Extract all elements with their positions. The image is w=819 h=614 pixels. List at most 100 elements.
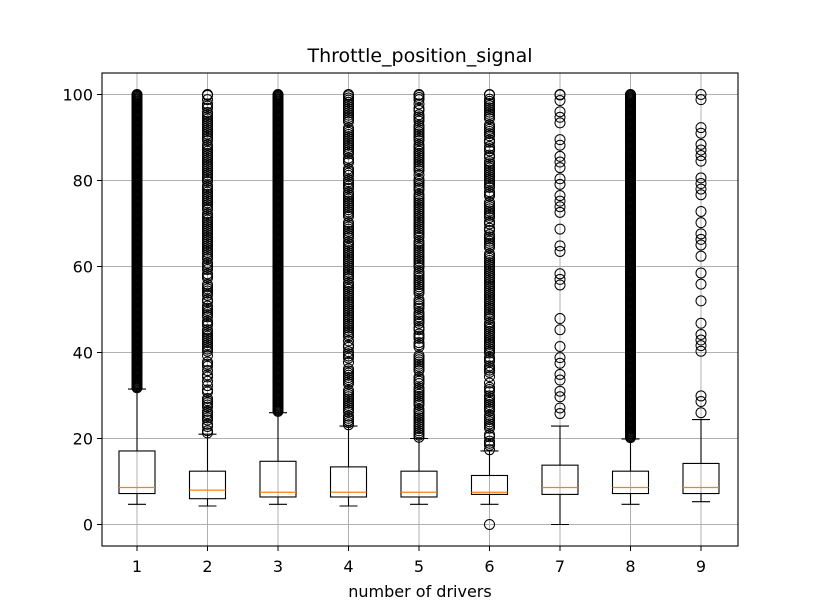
outlier-point [202,393,213,405]
xtick-label-6: 6 [484,557,494,576]
xtick-label-3: 3 [273,557,283,576]
outlier-point [695,89,707,100]
outliers-2 [202,89,213,439]
outlier-point [554,195,566,207]
outlier-point [554,368,566,380]
outlier-point [202,300,213,312]
outlier-point [202,98,213,110]
outliers-7 [554,89,566,420]
outlier-point [695,150,707,162]
box-group-7 [541,89,579,526]
outlier-point [413,109,425,121]
outlier-point [413,169,425,181]
outlier-point [554,178,566,190]
outliers-4 [343,89,354,431]
outlier-point [202,294,213,306]
outlier-point [202,279,213,291]
outlier-point [202,425,213,437]
outlier-point [413,328,425,340]
outlier-point [202,418,213,430]
outlier-point [413,294,425,306]
ytick-label-100: 100 [62,86,93,105]
outlier-point [413,337,425,349]
plot-frame [101,72,739,547]
outlier-point [343,356,354,368]
x-ticks: 1 2 3 4 5 6 7 8 9 [132,546,706,576]
outlier-point [202,380,213,392]
box-group-8 [611,89,650,505]
outlier-point [695,239,707,251]
outlier-point [484,216,495,228]
outlier-point [413,403,425,415]
outlier-point [202,405,213,417]
x-axis-label: number of drivers [348,582,491,601]
box-group-6 [470,89,509,530]
outlier-point [343,174,354,186]
outlier-point [484,248,495,260]
xtick-label-2: 2 [202,557,212,576]
outlier-point [272,89,284,100]
outlier-point [343,122,354,134]
outlier-point [554,240,566,252]
outliers-1 [131,89,143,394]
outlier-point [695,178,707,190]
outlier-point [554,89,566,100]
outlier-point [695,205,707,217]
outlier-point [695,94,707,106]
box-6 [470,474,509,495]
xtick-label-5: 5 [414,557,424,576]
box-4 [329,466,368,498]
ytick-label-0: 0 [83,516,93,535]
outlier-point [484,89,495,100]
outlier-point [413,307,425,319]
outlier-point [202,324,213,336]
outlier-point [484,229,495,241]
outlier-point [695,317,707,329]
outlier-point [413,371,425,383]
outlier-point [695,278,707,290]
outlier-point [202,89,213,100]
outlier-point [695,144,707,156]
outlier-point [202,384,213,396]
outlier-point [554,324,566,336]
outlier-point [484,186,495,198]
outlier-point [554,313,566,325]
outlier-point [484,381,495,393]
ytick-label-40: 40 [73,344,93,363]
outlier-point [202,350,213,362]
outlier-point [343,163,354,175]
outlier-point [484,377,495,389]
outlier-point [484,409,495,421]
outlier-point [554,111,566,123]
outlier-point [202,375,213,387]
outliers-3 [272,89,284,417]
outlier-point [484,371,495,383]
outlier-point-low [484,519,495,530]
outlier-point [554,156,566,168]
outlier-point [413,119,425,131]
outliers-5 [413,89,425,443]
outlier-point [202,315,213,327]
outlier-point [413,102,425,114]
xtick-label-7: 7 [555,557,565,576]
outlier-point [554,95,566,107]
ytick-label-60: 60 [73,258,93,277]
outlier-point [554,385,566,397]
outlier-point [484,429,495,441]
box-group-1 [118,89,156,505]
outlier-point [484,134,495,146]
outlier-point [202,365,213,377]
outlier-point [484,360,495,372]
outlier-point [554,206,566,218]
outliers-6 [484,89,495,530]
outlier-point [202,180,213,192]
outlier-point [343,346,354,358]
outlier-point [343,363,354,375]
outlier-point [695,217,707,229]
outlier-point [202,268,213,280]
outlier-point [695,127,707,139]
outlier-point [413,98,425,110]
box-5 [400,470,438,498]
outlier-point [343,339,354,351]
outlier-point [554,352,566,364]
